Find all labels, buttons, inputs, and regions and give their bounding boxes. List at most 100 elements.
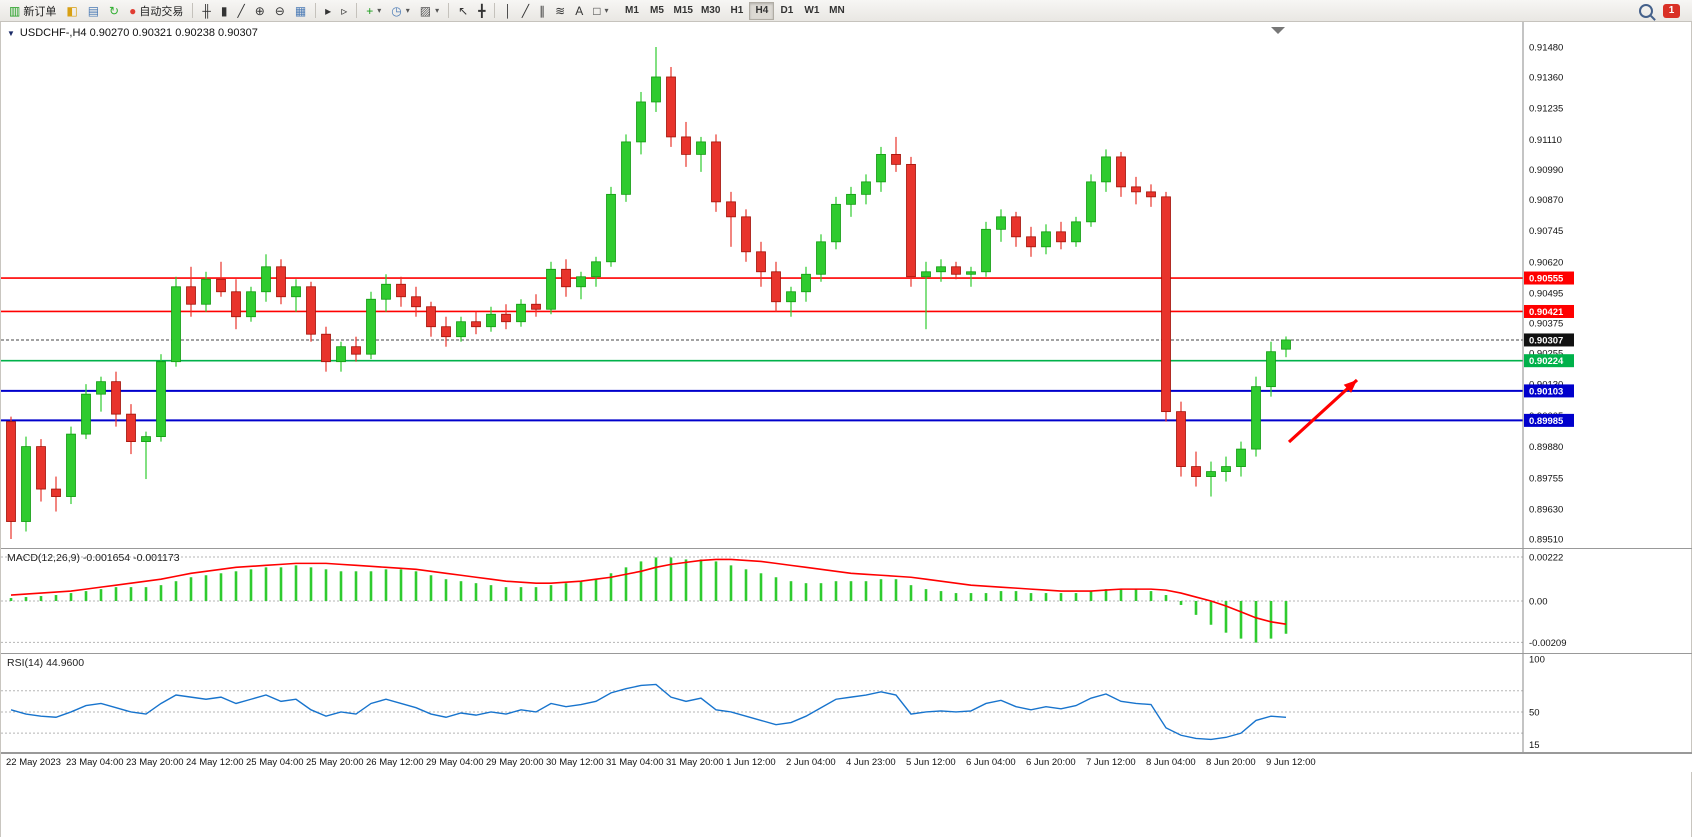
trendline-icon: ╱ bbox=[521, 3, 530, 18]
candles bbox=[6, 47, 1291, 540]
macd-axis[interactable]: 0.00222 0.00 -0.00209 bbox=[1522, 549, 1567, 654]
chart-shift-marker[interactable] bbox=[1271, 27, 1285, 34]
autotrade-button[interactable]: ● 自动交易 bbox=[124, 1, 188, 20]
macd-indicator-label: MACD(12,26,9) -0.001654 -0.001173 bbox=[7, 552, 180, 564]
cursor-icon: ↖ bbox=[458, 3, 469, 18]
zoom-out-icon: ⊖ bbox=[274, 3, 285, 18]
timeframe-h4-button[interactable]: H4 bbox=[749, 1, 775, 20]
timeframe-d1-button[interactable]: D1 bbox=[774, 2, 799, 20]
rsi-panel[interactable]: 100 50 15 bbox=[1, 654, 1692, 753]
autotrade-button-label: 自动交易 bbox=[139, 5, 184, 18]
toolbar-separator bbox=[192, 3, 194, 18]
time-axis-label: 30 May 12:00 bbox=[546, 757, 604, 768]
auto-scroll-icon: ▸ bbox=[325, 3, 332, 18]
market-watch-button[interactable]: ◧ bbox=[61, 1, 82, 20]
indicators-button[interactable]: + ▾ bbox=[361, 1, 386, 20]
autotrade-icon: ● bbox=[129, 3, 137, 18]
cursor-button[interactable]: ↖ bbox=[453, 1, 473, 20]
timeframe-m5-button[interactable]: M5 bbox=[645, 2, 670, 20]
time-axis-label: 1 Jun 12:00 bbox=[726, 757, 776, 768]
auto-scroll-button[interactable]: ▸ bbox=[320, 1, 336, 20]
text-button[interactable]: A bbox=[570, 1, 588, 20]
rsi-gridlines bbox=[1, 690, 1523, 734]
time-axis: 22 May 2023 23 May 04:00 23 May 20:00 24 Ma… bbox=[1, 753, 1692, 772]
time-axis-label: 23 May 04:00 bbox=[66, 757, 124, 768]
chart-window: ▼ USDCHF-,H4 0.90270 0.90321 0.90238 0.9… bbox=[0, 22, 1692, 837]
timeframe-m30-button[interactable]: M30 bbox=[697, 2, 724, 20]
svg-text:0.89755: 0.89755 bbox=[1529, 473, 1563, 484]
timeframe-w1-button[interactable]: W1 bbox=[799, 2, 824, 20]
toolbar-button-group: ▥ 新订单 ◧ ▤ ↻ ● 自动交易 ╫ ▮ ╱ ⊕ ⊖ ▦ ▸ ▹ + ▾ ◷ ▾ ▨ ▾ ↖ ╋ │ ╱ ∥ ≋ A □ ▾ bbox=[4, 1, 614, 20]
time-axis-label: 31 May 20:00 bbox=[666, 757, 724, 768]
toolbar-separator bbox=[356, 3, 358, 18]
fibonacci-button[interactable]: ≋ bbox=[550, 1, 570, 20]
svg-text:0.91480: 0.91480 bbox=[1529, 43, 1563, 54]
svg-text:0.90307: 0.90307 bbox=[1529, 335, 1563, 346]
toolbar-separator bbox=[448, 3, 450, 18]
data-window-button[interactable]: ▤ bbox=[83, 1, 104, 20]
fibonacci-icon: ≋ bbox=[555, 3, 566, 18]
rsi-line bbox=[10, 683, 1287, 741]
macd-histogram bbox=[9, 557, 1288, 643]
horizontal-levels[interactable] bbox=[1, 277, 1523, 422]
svg-text:0.90870: 0.90870 bbox=[1529, 195, 1563, 206]
time-axis-label: 6 Jun 20:00 bbox=[1026, 757, 1076, 768]
svg-text:0.90555: 0.90555 bbox=[1529, 274, 1564, 285]
svg-text:0.90990: 0.90990 bbox=[1529, 165, 1563, 176]
rsi-axis[interactable]: 100 50 15 bbox=[1522, 654, 1545, 753]
timeframe-m1-button[interactable]: M1 bbox=[620, 2, 645, 20]
dropdown-arrow-icon: ▾ bbox=[405, 6, 410, 15]
timeframe-group: M1 M5 M15 M30 H1 H4 D1 W1 MN bbox=[620, 1, 850, 20]
time-axis-label: 25 May 20:00 bbox=[306, 757, 364, 768]
time-axis-label: 29 May 20:00 bbox=[486, 757, 544, 768]
periods-button[interactable]: ◷ ▾ bbox=[386, 1, 415, 20]
text-icon: A bbox=[575, 3, 584, 18]
time-axis-label: 8 Jun 04:00 bbox=[1146, 757, 1196, 768]
zoom-out-button[interactable]: ⊖ bbox=[270, 1, 290, 20]
chart-shift-button[interactable]: ▹ bbox=[336, 1, 352, 20]
svg-text:50: 50 bbox=[1529, 707, 1540, 718]
svg-text:0.89880: 0.89880 bbox=[1529, 442, 1563, 453]
data-window-icon: ▤ bbox=[87, 3, 100, 18]
time-axis-label: 4 Jun 23:00 bbox=[846, 757, 896, 768]
vertical-line-icon: │ bbox=[504, 3, 512, 18]
macd-panel[interactable]: 0.00222 0.00 -0.00209 bbox=[1, 549, 1692, 654]
bar-chart-button[interactable]: ╫ bbox=[197, 1, 216, 20]
timeframe-h1-button[interactable]: H1 bbox=[724, 2, 749, 20]
trend-arrow-annotation[interactable] bbox=[1287, 378, 1359, 444]
toolbar-separator bbox=[315, 3, 317, 18]
candlestick-chart-button[interactable]: ▮ bbox=[216, 1, 233, 20]
crosshair-button[interactable]: ╋ bbox=[473, 1, 490, 20]
svg-text:0.90103: 0.90103 bbox=[1529, 386, 1563, 397]
periods-icon: ◷ bbox=[391, 3, 402, 18]
timeframe-mn-button[interactable]: MN bbox=[824, 2, 849, 20]
channel-button[interactable]: ∥ bbox=[534, 1, 550, 20]
chart-title: ▼ USDCHF-,H4 0.90270 0.90321 0.90238 0.9… bbox=[7, 27, 258, 39]
trendline-button[interactable]: ╱ bbox=[517, 1, 534, 20]
svg-text:0.90620: 0.90620 bbox=[1529, 257, 1563, 268]
time-axis-label: 5 Jun 12:00 bbox=[906, 757, 956, 768]
timeframe-m15-button[interactable]: M15 bbox=[670, 2, 697, 20]
svg-text:0.91110: 0.91110 bbox=[1529, 135, 1562, 146]
line-chart-icon: ╱ bbox=[237, 3, 245, 18]
shapes-icon: □ bbox=[593, 3, 601, 18]
line-chart-button[interactable]: ╱ bbox=[232, 1, 249, 20]
notification-badge[interactable]: 1 bbox=[1663, 3, 1680, 18]
price-axis[interactable]: 0.91480 0.91360 0.91235 0.91110 0.90990 0.908… bbox=[1522, 22, 1563, 549]
refresh-button[interactable]: ↻ bbox=[104, 1, 124, 20]
price-chart[interactable]: 0.91480 0.91360 0.91235 0.91110 0.90990 0.908… bbox=[1, 22, 1692, 549]
zoom-in-button[interactable]: ⊕ bbox=[250, 1, 270, 20]
symbol-dropdown-icon[interactable]: ▼ bbox=[7, 28, 15, 38]
search-icon[interactable] bbox=[1639, 3, 1653, 18]
chart-shift-icon: ▹ bbox=[341, 3, 348, 18]
templates-button[interactable]: ▨ ▾ bbox=[415, 1, 444, 20]
time-axis-label: 24 May 12:00 bbox=[186, 757, 244, 768]
svg-text:0.91235: 0.91235 bbox=[1529, 104, 1563, 115]
tile-windows-button[interactable]: ▦ bbox=[290, 1, 311, 20]
vertical-line-button[interactable]: │ bbox=[499, 1, 517, 20]
new-order-button[interactable]: ▥ 新订单 bbox=[4, 1, 61, 20]
toolbar-right: 1 bbox=[1639, 3, 1688, 18]
svg-text:15: 15 bbox=[1529, 740, 1540, 751]
svg-text:0.90375: 0.90375 bbox=[1529, 318, 1563, 329]
shapes-button[interactable]: □ ▾ bbox=[588, 1, 613, 20]
